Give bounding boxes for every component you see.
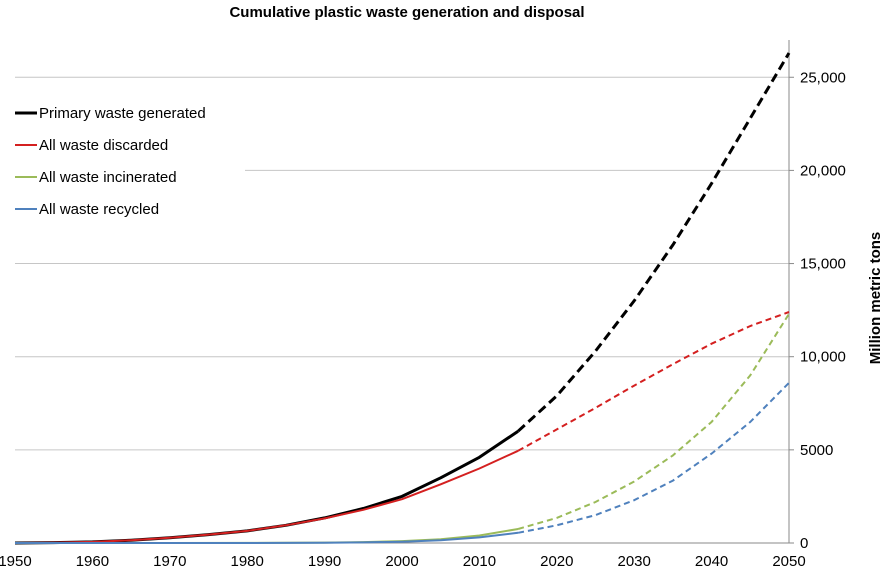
gridlines	[15, 76, 789, 451]
series-line-projected	[517, 52, 791, 433]
chart-title: Cumulative plastic waste generation and …	[229, 4, 584, 21]
y-tick-label: 20,000	[800, 162, 846, 179]
legend-label: All waste incinerated	[39, 169, 177, 186]
x-tick-label: 1980	[231, 553, 264, 569]
y-tick-label: 10,000	[800, 349, 846, 366]
x-tick-label: 1950	[0, 553, 32, 569]
x-tick-label: 2030	[618, 553, 651, 569]
legend: Primary waste generated All waste discard…	[15, 105, 206, 218]
series-line-projected	[517, 311, 790, 452]
y-tick-label: 5000	[800, 442, 833, 459]
x-tick-label: 1990	[308, 553, 341, 569]
y-tick-label: 25,000	[800, 69, 846, 86]
series-line-projected	[517, 382, 790, 534]
legend-label: All waste discarded	[39, 137, 168, 154]
legend-label: Primary waste generated	[39, 105, 206, 122]
y-axis-label: Million metric tons	[867, 232, 884, 365]
series-lines	[14, 52, 791, 545]
series-line-actual	[14, 449, 519, 544]
x-tick-label: 2040	[695, 553, 728, 569]
x-axis: 1950 1960 1970 1980 1990 2000 2010 2020 2030 2040…	[0, 542, 806, 570]
y-axis: 0 5000 10,000 15,000 20,000 25,000	[788, 40, 846, 552]
y-tick-label: 15,000	[800, 256, 846, 273]
x-tick-label: 2010	[463, 553, 496, 569]
series-line-actual	[15, 531, 519, 544]
series-line-actual	[14, 429, 519, 545]
x-tick-label: 2020	[540, 553, 573, 569]
x-tick-label: 2050	[772, 553, 805, 569]
y-tick-label: 0	[800, 535, 808, 552]
series-line-projected	[517, 313, 790, 530]
x-tick-label: 2000	[385, 553, 418, 569]
x-tick-label: 1970	[153, 553, 186, 569]
x-tick-label: 1960	[76, 553, 109, 569]
legend-label: All waste recycled	[39, 201, 159, 218]
